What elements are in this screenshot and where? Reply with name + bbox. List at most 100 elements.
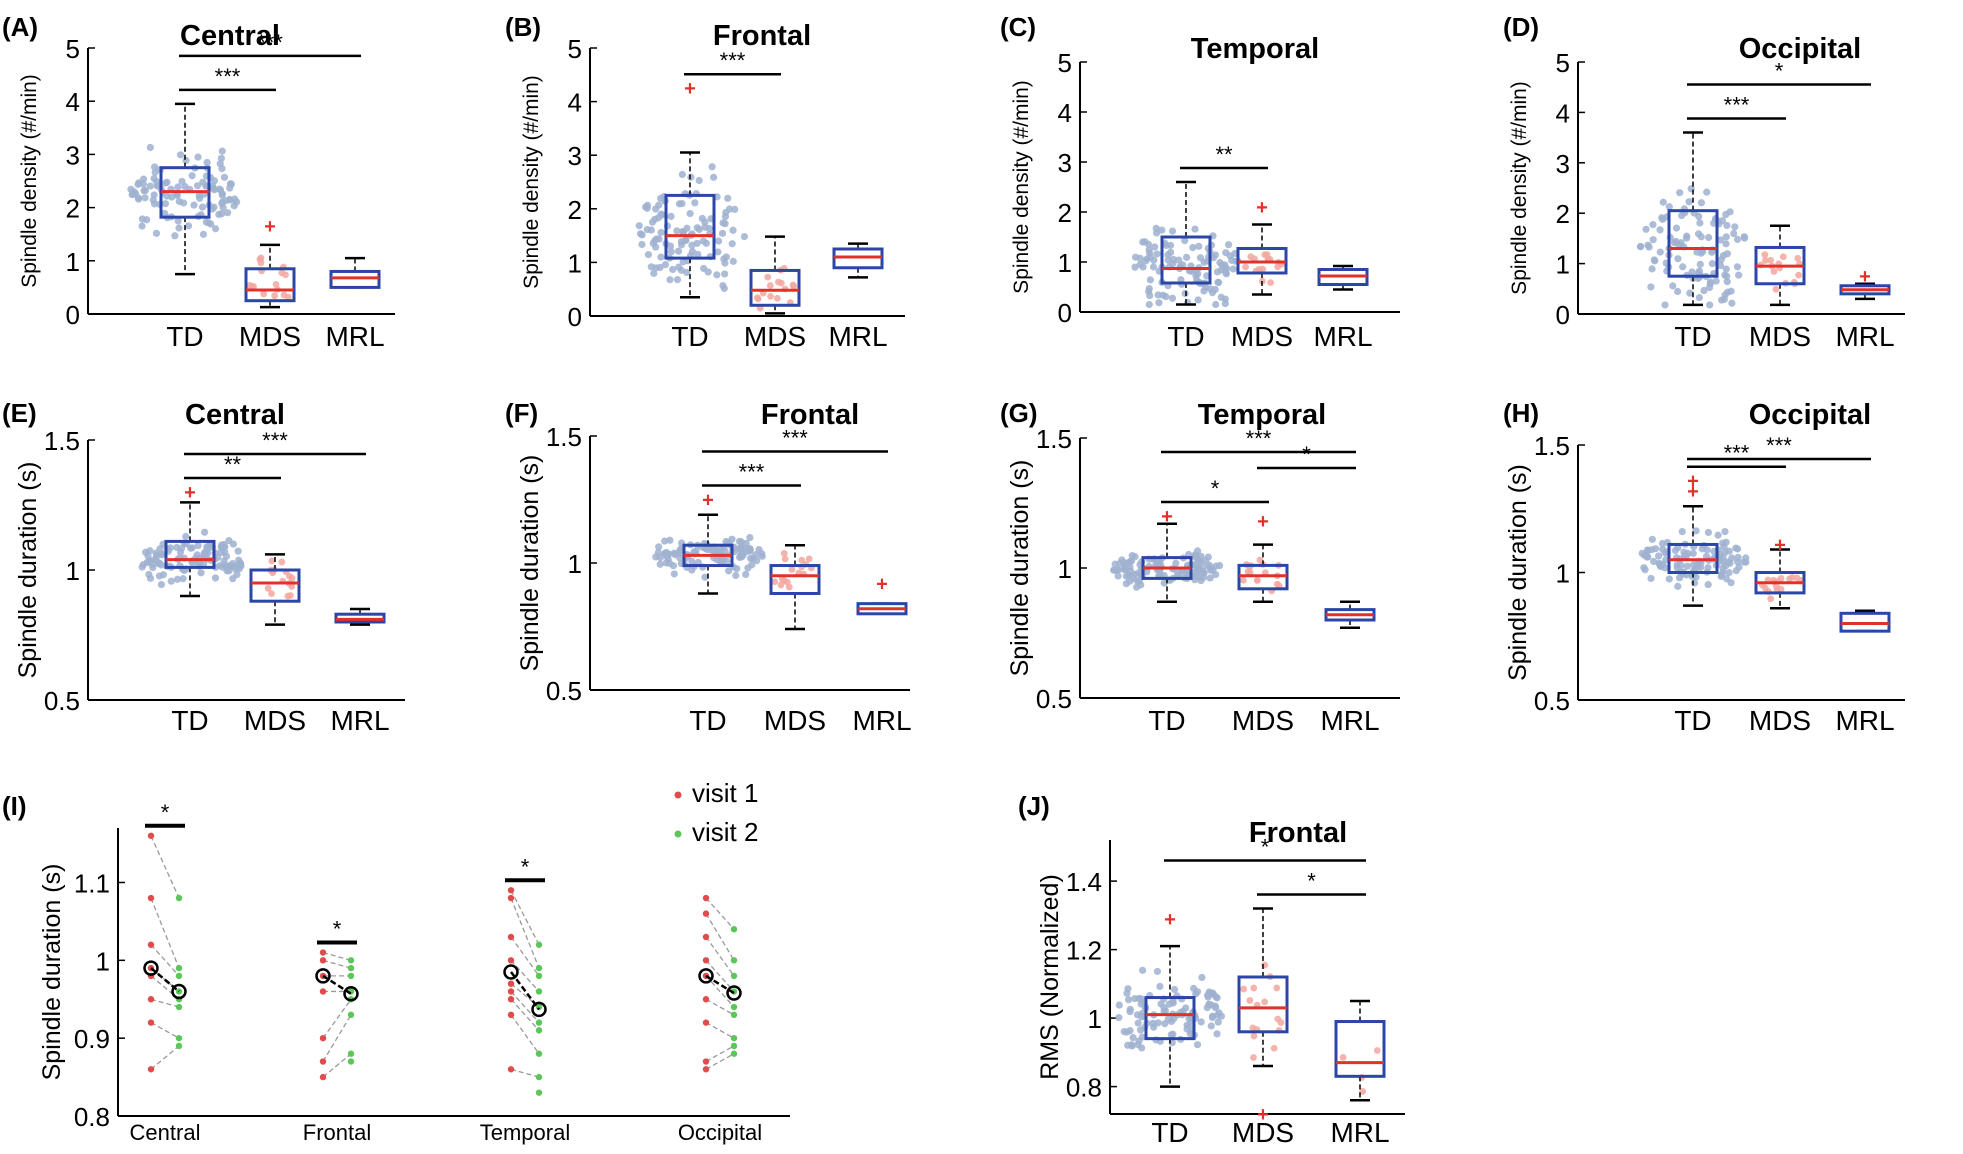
visit1-point — [319, 949, 327, 956]
data-point — [171, 232, 179, 240]
data-point — [146, 574, 155, 582]
data-point — [1700, 286, 1708, 295]
data-point — [1221, 299, 1229, 308]
data-point — [673, 227, 681, 235]
data-point — [1640, 564, 1648, 572]
data-point — [1647, 574, 1655, 583]
data-point — [1212, 300, 1220, 309]
data-point — [1134, 1040, 1142, 1049]
data-point — [1655, 559, 1663, 567]
visit1-point — [507, 980, 515, 987]
data-point — [1761, 251, 1769, 259]
data-point — [220, 561, 229, 569]
data-point — [709, 547, 718, 555]
visit1-point — [507, 887, 515, 894]
box-mds — [249, 568, 301, 603]
data-point — [1158, 226, 1166, 234]
data-point — [725, 205, 734, 213]
data-point — [1725, 547, 1733, 555]
data-point — [201, 528, 209, 536]
data-point — [1122, 572, 1130, 580]
data-point — [1665, 203, 1673, 211]
data-point — [1696, 260, 1704, 268]
data-point — [286, 592, 294, 599]
data-point — [1168, 294, 1177, 302]
data-point — [687, 173, 695, 181]
data-point — [198, 203, 207, 211]
data-point — [1373, 1047, 1381, 1054]
data-point — [1704, 580, 1712, 589]
data-point — [1114, 572, 1122, 580]
y-tick-label: 0.5 — [1534, 686, 1570, 716]
data-point — [661, 261, 670, 269]
data-point — [1242, 263, 1249, 271]
y-axis-label: Spindle duration (s) — [38, 864, 66, 1081]
data-point — [1146, 276, 1154, 284]
data-point — [635, 222, 643, 230]
y-tick-label: 5 — [568, 34, 582, 64]
visit1-point — [147, 832, 155, 839]
data-point — [1722, 233, 1730, 241]
data-point — [1168, 227, 1177, 235]
data-point — [701, 218, 709, 226]
data-point — [215, 210, 223, 219]
data-point — [1656, 226, 1664, 234]
data-point — [1676, 189, 1684, 197]
data-point — [1674, 544, 1682, 552]
data-point — [167, 577, 175, 585]
visit2-point — [535, 1027, 543, 1034]
data-point — [143, 216, 151, 224]
data-point — [746, 547, 754, 555]
data-point — [211, 574, 220, 582]
data-point — [656, 560, 664, 568]
data-point — [758, 552, 766, 560]
visit2-point — [175, 1003, 183, 1011]
y-tick-label: 1 — [1556, 250, 1570, 280]
data-point — [688, 241, 696, 249]
data-point — [1119, 565, 1128, 573]
visit1-point — [147, 894, 155, 902]
visit2-point — [347, 1050, 355, 1057]
visit1-point — [702, 894, 710, 902]
paired-line — [705, 975, 735, 1008]
outlier-marker: + — [876, 573, 888, 595]
visit1-point — [319, 1034, 327, 1042]
data-point — [781, 555, 789, 563]
data-point — [658, 211, 666, 219]
visit1-point — [507, 933, 515, 941]
data-point — [1642, 225, 1650, 233]
data-point — [1153, 967, 1162, 976]
x-tick-label: MDS — [744, 321, 806, 352]
x-tick-label: MRL — [1835, 321, 1894, 352]
data-point — [674, 247, 683, 255]
data-point — [1246, 997, 1254, 1004]
paired-line — [322, 959, 352, 969]
data-point — [1222, 270, 1230, 278]
chart-title: Frontal — [713, 20, 811, 52]
data-point — [194, 153, 202, 161]
mean-line — [705, 974, 735, 995]
data-point — [652, 243, 660, 251]
data-point — [1728, 299, 1736, 307]
data-point — [1161, 1007, 1170, 1015]
x-tick-label: MDS — [1232, 1117, 1294, 1148]
data-point — [1153, 250, 1161, 258]
data-point — [1126, 1008, 1134, 1016]
data-point — [1708, 259, 1716, 268]
data-point — [1116, 559, 1124, 568]
data-point — [1679, 263, 1687, 271]
data-point — [688, 557, 696, 566]
x-tick-label: MRL — [828, 321, 887, 352]
data-point — [153, 552, 161, 560]
data-point — [1250, 1032, 1258, 1040]
visit2-point — [535, 964, 543, 972]
data-point — [1644, 547, 1652, 555]
data-point — [157, 580, 166, 589]
data-point — [729, 257, 737, 265]
paired-line — [510, 991, 540, 1024]
data-point — [1706, 301, 1714, 309]
data-point — [710, 173, 718, 181]
significance-label: *** — [1724, 441, 1750, 466]
data-point — [217, 154, 225, 162]
y-tick-label: 1.2 — [1066, 936, 1102, 966]
